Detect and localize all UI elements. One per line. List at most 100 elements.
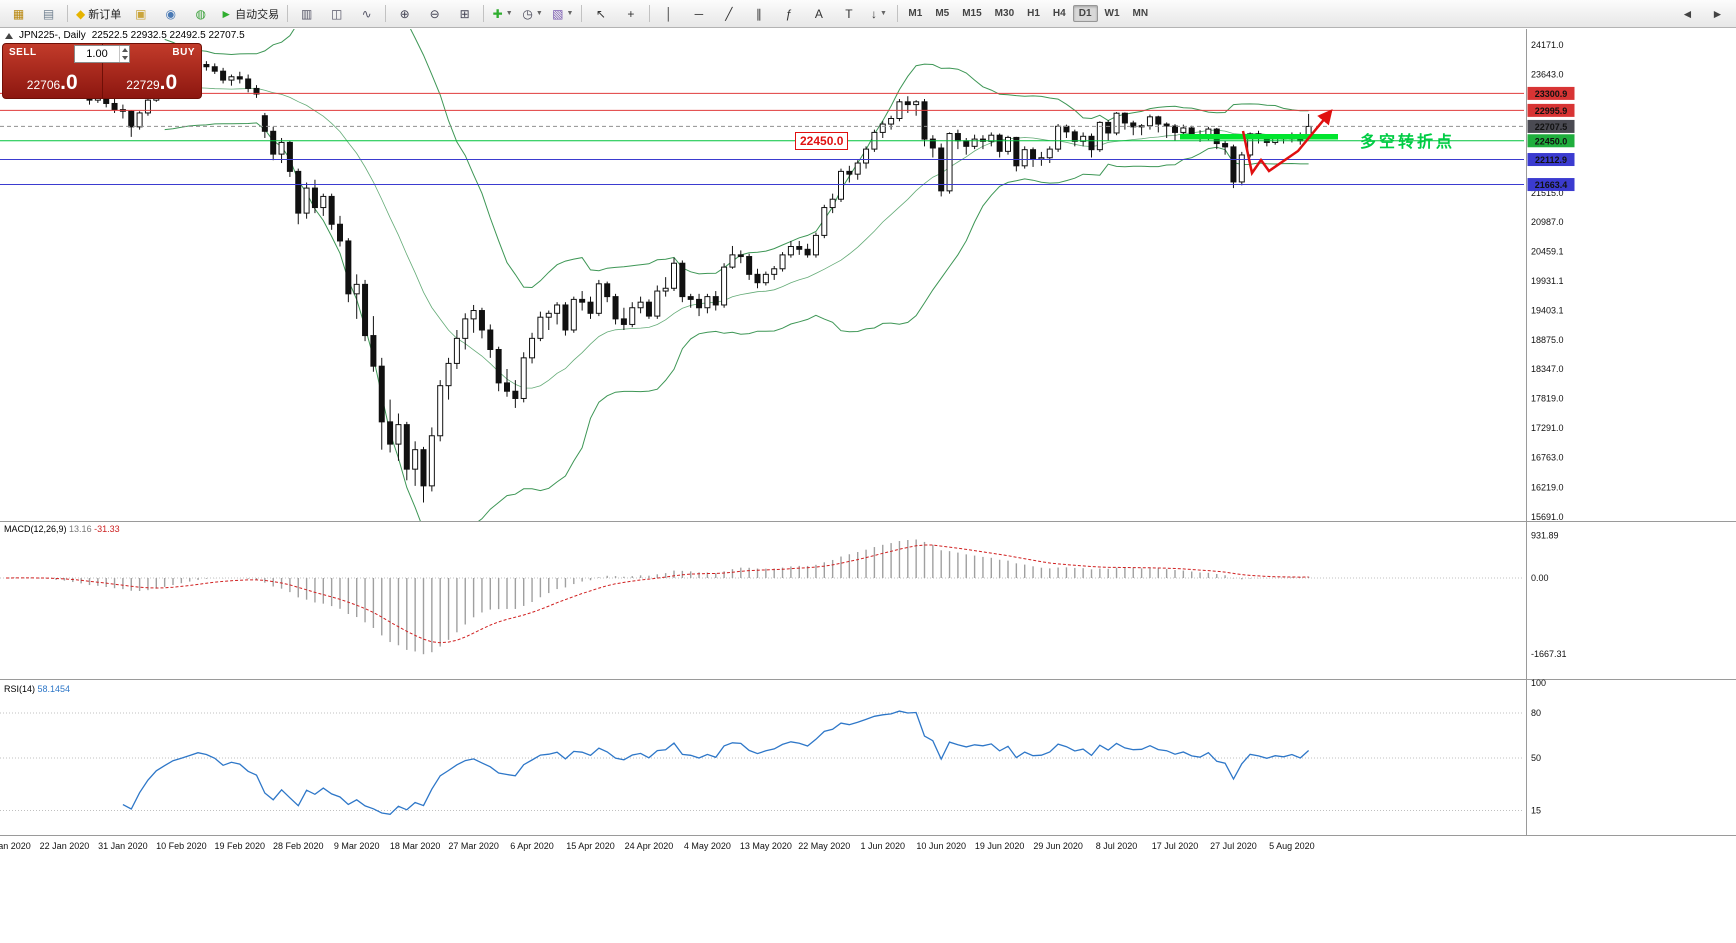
new-chart-button[interactable]: ▦: [4, 2, 33, 25]
buy-price: 22729.0: [126, 71, 178, 94]
text-icon: A: [814, 6, 823, 21]
new-order-button[interactable]: ◆ 新订单: [72, 2, 125, 25]
fibo-button[interactable]: ƒ: [774, 2, 803, 25]
date-label: 28 Feb 2020: [273, 841, 324, 851]
chart-canvas[interactable]: 24171.0 23643.0 21515.0 20987.0 20459.1 19931…: [0, 29, 1736, 943]
line-chart-button[interactable]: ∿: [352, 2, 381, 25]
sell-label: SELL: [9, 47, 37, 58]
autotrading-button-label: 自动交易: [235, 8, 280, 21]
macd-signal-value: -31.33: [94, 524, 120, 534]
profiles-button[interactable]: ▤: [34, 2, 63, 25]
candle-chart-icon: ◫: [330, 6, 343, 21]
templates-button[interactable]: ▧ ▼: [548, 2, 577, 25]
chart-ohlc: 22522.5 22932.5 22492.5 22707.5: [91, 30, 245, 41]
price-tick: 18347.0: [1531, 364, 1564, 374]
templates-icon: ▧: [552, 6, 564, 21]
timeframe-m30-button[interactable]: M30: [994, 8, 1015, 19]
text-button[interactable]: A: [804, 2, 833, 25]
timeframe-d1-button[interactable]: D1: [1072, 5, 1098, 22]
macd-signal-line: [5, 544, 1309, 644]
market-depth-button[interactable]: ◉: [156, 2, 185, 25]
date-label: 8 Jul 2020: [1096, 841, 1138, 851]
macd-tick: 0.00: [1531, 573, 1549, 583]
price-tick: 19403.1: [1531, 305, 1564, 315]
date-label: 19 Feb 2020: [215, 841, 266, 851]
one-click-collapse-icon[interactable]: [5, 32, 13, 39]
candle-chart-button[interactable]: ◫: [322, 2, 351, 25]
toolbar-scroll-right-icon: ►: [1711, 6, 1724, 21]
autotrading-button[interactable]: ► 自动交易: [216, 2, 283, 25]
vline-button[interactable]: │: [654, 2, 683, 25]
date-label: 29 Jun 2020: [1033, 841, 1083, 851]
chevron-down-icon: ▼: [505, 10, 513, 17]
price-tick: 19931.1: [1531, 276, 1564, 286]
toolbar-scroll-right-button[interactable]: ►: [1703, 2, 1732, 25]
timeframe-mn-button[interactable]: MN: [1132, 8, 1149, 19]
crosshair-button[interactable]: +: [616, 2, 645, 25]
timeframe-h1-button[interactable]: H1: [1027, 8, 1040, 19]
tile-windows-button[interactable]: ⊞: [450, 2, 479, 25]
price-badge: [1527, 153, 1575, 167]
timeframe-m5-button[interactable]: M5: [935, 8, 950, 19]
chart-annotations[interactable]: [1180, 109, 1338, 177]
buy-label: BUY: [172, 47, 195, 58]
bollinger-bands: [164, 29, 1309, 521]
periods-icon: ◷: [522, 6, 533, 21]
rsi-tick: 50: [1531, 753, 1541, 763]
zoom-out-button[interactable]: ⊖: [420, 2, 449, 25]
chart-list-button[interactable]: ▣: [126, 2, 155, 25]
rsi-tick: 80: [1531, 708, 1541, 718]
date-label: 22 Jan 2020: [40, 841, 90, 851]
price-tick: 16763.0: [1531, 452, 1564, 462]
turning-point-note[interactable]: 多空转折点: [1360, 134, 1456, 151]
trendline-button[interactable]: ╱: [714, 2, 743, 25]
volume-down-button[interactable]: [120, 54, 129, 62]
new-order-icon: ◆: [76, 6, 86, 21]
horizontal-level-lines[interactable]: [0, 92, 1524, 186]
bar-chart-button[interactable]: ▥: [292, 2, 321, 25]
timeframe-h4-button[interactable]: H4: [1052, 8, 1066, 19]
timeframe-m1-button[interactable]: M1: [908, 8, 923, 19]
chart-title: JPN225-, Daily: [19, 30, 86, 41]
price-level-flag[interactable]: 22450.0: [795, 132, 849, 150]
chart-window[interactable]: 24171.0 23643.0 21515.0 20987.0 20459.1 19931…: [0, 29, 1736, 943]
date-label: 19 Jun 2020: [975, 841, 1025, 851]
price-tick: 21515.0: [1531, 188, 1564, 198]
date-label: 15 Apr 2020: [566, 841, 615, 851]
cursor-button[interactable]: ↖: [586, 2, 615, 25]
label-icon: T: [845, 6, 853, 21]
toolbar-separator: [67, 5, 68, 22]
timeframe-m15-button[interactable]: M15: [962, 8, 982, 19]
rsi-indicator-label: RSI(14) 58.1454: [4, 684, 71, 694]
periods-button[interactable]: ◷ ▼: [518, 2, 547, 25]
arrows-button[interactable]: ↓ ▼: [864, 2, 893, 25]
hline-button[interactable]: ─: [684, 2, 713, 25]
price-tick: 23643.0: [1531, 69, 1564, 79]
volume-up-button[interactable]: [120, 46, 129, 54]
macd-indicator-label: MACD(12,26,9) 13.16 -31.33: [4, 524, 120, 534]
toolbar-scroll-left-button[interactable]: ◄: [1673, 2, 1702, 25]
date-label: 1 Jun 2020: [860, 841, 905, 851]
date-label: 9 Mar 2020: [334, 841, 380, 851]
breakout-arrow: [1241, 109, 1333, 177]
toolbar-separator: [649, 5, 651, 22]
sell-price: 22706.0: [26, 71, 78, 94]
volume-input[interactable]: [75, 46, 120, 62]
channel-button[interactable]: ∥: [744, 2, 773, 25]
chevron-down-icon: ▼: [566, 10, 574, 17]
date-label: 6 Apr 2020: [510, 841, 554, 851]
label-button[interactable]: T: [834, 2, 863, 25]
buy-button[interactable]: BUY 22729.0: [102, 43, 202, 99]
market-depth-icon: ◉: [165, 6, 176, 21]
date-label: 27 Jul 2020: [1210, 841, 1257, 851]
community-button[interactable]: ◍: [186, 2, 215, 25]
price-badge: [1527, 119, 1575, 133]
indicators-button[interactable]: ✚ ▼: [488, 2, 517, 25]
zoom-in-button[interactable]: ⊕: [390, 2, 419, 25]
volume-spinner: [119, 46, 129, 62]
price-badge: [1527, 178, 1575, 192]
volume-box: [74, 45, 130, 63]
hline-icon: ─: [694, 6, 704, 21]
timeframe-w1-button[interactable]: W1: [1104, 8, 1120, 19]
